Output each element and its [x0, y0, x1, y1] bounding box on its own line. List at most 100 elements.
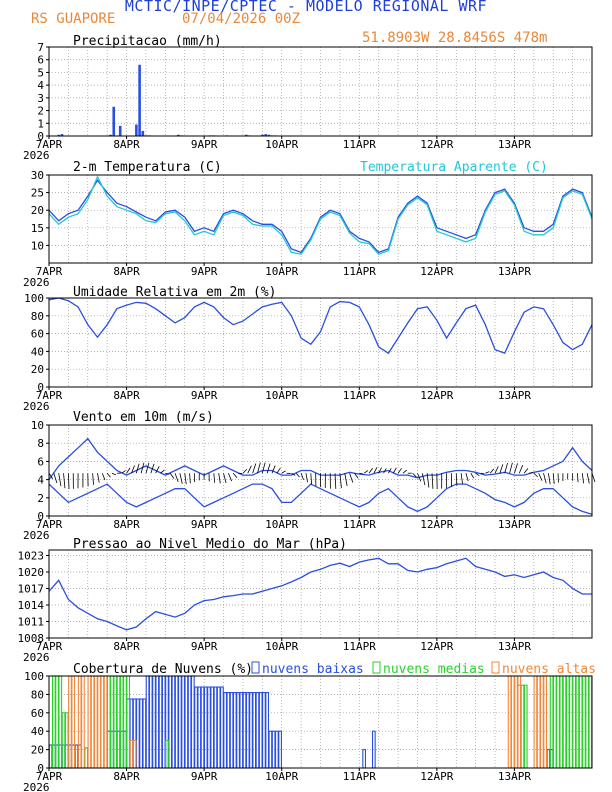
cloud-bar-nuvens-medias — [64, 712, 69, 769]
wind-arrow — [426, 473, 430, 488]
cloud-bar-nuvens-altas — [536, 675, 541, 769]
wind-arrow — [586, 473, 590, 484]
station-coordinates: 51.8903W 28.8456S 478m — [362, 30, 548, 46]
cloud-bar-nuvens-medias — [585, 675, 590, 769]
x-tick-label: 11APR — [343, 640, 376, 653]
y-tick-label: 80 — [31, 688, 44, 701]
panel-frame — [48, 46, 593, 137]
cloud-bar-nuvens-baixas — [145, 675, 150, 769]
wind-arrow — [106, 472, 111, 478]
legend-nuvens-medias: nuvens medias — [383, 662, 485, 677]
cloud-bar-nuvens-baixas — [197, 686, 202, 769]
wind-arrow — [514, 463, 518, 474]
precip-bar — [267, 134, 271, 136]
panel-6: 0 20 40 60 80 100 7APR 8APR 9APR 10APR 11APR 12APR 1… — [23, 661, 596, 792]
y-tick-label: 30 — [31, 169, 44, 182]
panel-title: Vento em 10m (m/s) — [73, 410, 214, 425]
y-tick-label: 6 — [37, 455, 44, 468]
cloud-bar-nuvens-baixas — [181, 675, 185, 769]
x-tick-label: 13APR — [498, 389, 531, 402]
wind-arrow — [131, 465, 135, 474]
cloud-bar-nuvens-baixas — [223, 692, 228, 769]
cloud-bar-nuvens-baixas — [203, 686, 208, 769]
wind-arrow — [378, 467, 382, 474]
wind-arrow — [373, 467, 378, 474]
y-tick-label: 60 — [31, 328, 44, 341]
precip-bar — [244, 134, 248, 136]
x-tick-label: 8APR — [113, 640, 140, 653]
wind-arrow — [349, 473, 354, 483]
x-tick-label: 11APR — [343, 770, 376, 783]
cloud-bar-nuvens-baixas — [262, 692, 266, 769]
panel-frame — [48, 174, 593, 264]
x-tick-label: 12APR — [420, 640, 453, 653]
x-tick-label: 11APR — [343, 138, 376, 151]
wind-arrow — [489, 468, 495, 474]
precip-bar — [135, 124, 138, 136]
wind-arrow — [359, 472, 364, 475]
cloud-bar-nuvens-baixas — [210, 686, 215, 769]
wind-arrow — [223, 473, 227, 484]
wind-arrow — [310, 473, 313, 485]
cloud-bar-nuvens-baixas — [271, 730, 276, 769]
series-line-2 — [48, 175, 593, 255]
cloud-bar-nuvens-baixas — [148, 675, 153, 769]
precip-bar — [112, 106, 116, 136]
wind-arrow — [305, 473, 308, 483]
wind-arrow — [499, 464, 504, 474]
cloud-bar-nuvens-baixas — [194, 686, 198, 769]
legend-swatch — [251, 661, 260, 674]
x-tick-label: 12APR — [420, 770, 453, 783]
panel-5: 1008 1011 1014 1017 1020 1023 7APR 8APR 9APR 10AP… — [18, 537, 593, 664]
cloud-bar-nuvens-medias — [126, 675, 131, 769]
cloud-bar-nuvens-altas — [77, 675, 82, 769]
cloud-bar-nuvens-medias — [559, 675, 564, 769]
precip-bar — [177, 134, 180, 136]
precip-bar — [264, 134, 267, 136]
cloud-bar-nuvens-medias — [520, 684, 525, 769]
cloud-bar-nuvens-baixas — [200, 686, 205, 769]
wind-arrow — [470, 473, 475, 479]
cloud-bar-nuvens-medias — [523, 684, 528, 769]
wind-arrow — [184, 473, 187, 485]
cloud-bar-nuvens-baixas — [236, 692, 240, 769]
cloud-bar-nuvens-baixas — [190, 675, 195, 769]
y-tick-label: 20 — [31, 204, 44, 217]
x-tick-label: 7APR — [36, 265, 63, 278]
cloud-bar-nuvens-medias — [55, 675, 59, 769]
wind-arrow — [538, 473, 543, 481]
precip-bar — [60, 134, 64, 136]
chart-main-title: MCTIC/INPE/CPTEC - MODELO REGIONAL WRF — [124, 0, 488, 15]
wind-arrow — [48, 473, 54, 480]
wind-arrow — [494, 466, 499, 474]
wind-arrow — [257, 462, 261, 474]
cloud-bar-nuvens-baixas — [142, 698, 147, 769]
wind-arrow — [543, 473, 547, 484]
cloud-bar-nuvens-baixas — [178, 675, 182, 769]
legend-apparent-temperature: Temperatura Aparente (C) — [360, 160, 548, 175]
wind-arrow — [485, 471, 490, 474]
panel-3: 0 20 40 60 80 100 7APR 8APR 9APR 10APR 11APR 12APR 1… — [23, 285, 593, 413]
x-tick-label: 12APR — [420, 389, 453, 402]
panel-2: 10 15 20 25 30 7APR 8APR 9APR 10APR 11APR 12APR 13A… — [23, 160, 593, 289]
cloud-bar-nuvens-altas — [510, 675, 515, 769]
cloud-bar-nuvens-medias — [582, 675, 586, 769]
x-tick-label: 10APR — [265, 770, 298, 783]
cloud-bar-nuvens-baixas — [252, 692, 257, 769]
y-tick-label: 1014 — [18, 599, 45, 612]
wind-arrow — [121, 470, 126, 474]
wind-arrow — [523, 468, 529, 474]
cloud-bar-nuvens-altas — [94, 675, 98, 769]
cloud-bar-nuvens-baixas — [255, 692, 260, 769]
wind-arrow — [412, 472, 417, 478]
wind-arrow — [213, 473, 216, 483]
wind-arrow — [276, 467, 281, 474]
x-tick-label: 9APR — [191, 138, 218, 151]
y-tick-label: 20 — [31, 744, 44, 757]
cloud-bar-nuvens-altas — [97, 675, 101, 769]
wind-arrow — [150, 463, 155, 474]
x-tick-label: 13APR — [498, 770, 531, 783]
legend-swatch — [372, 661, 381, 674]
cloud-bar-nuvens-baixas — [48, 744, 53, 769]
wind-arrow — [344, 473, 348, 487]
